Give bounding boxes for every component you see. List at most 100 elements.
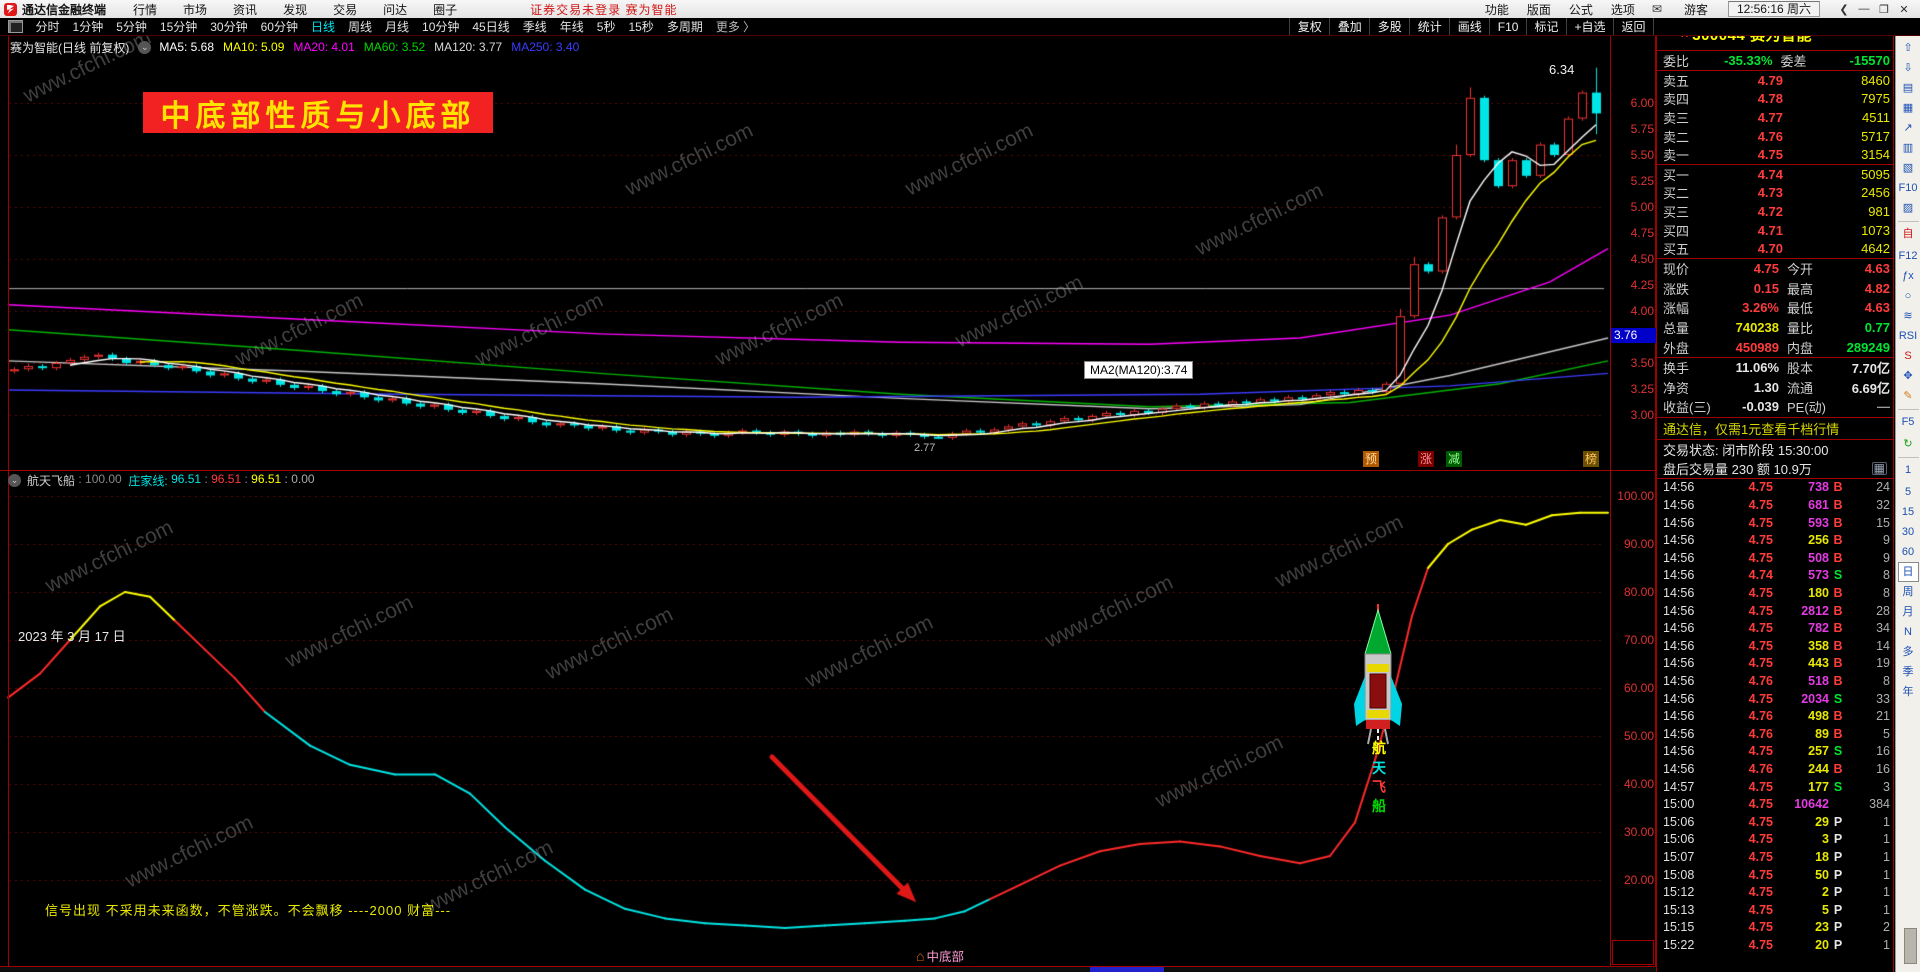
menu-item[interactable]: 公式 xyxy=(1568,2,1593,17)
day-icon[interactable]: 日 xyxy=(1897,562,1919,582)
layout-icon[interactable] xyxy=(8,20,23,33)
period-tab[interactable]: 15分钟 xyxy=(159,20,198,34)
n-period-icon[interactable]: N xyxy=(1904,626,1912,638)
sub-chart-canvas[interactable] xyxy=(0,470,1612,966)
min5-icon[interactable]: 5 xyxy=(1904,486,1912,498)
toolbar-button[interactable]: 画线 xyxy=(1449,18,1489,35)
chart-badge[interactable]: 减 xyxy=(1446,451,1462,467)
period-tab[interactable]: 季线 xyxy=(522,20,547,34)
menu-item[interactable]: 版面 xyxy=(1526,2,1551,17)
period-tab[interactable]: 多周期 xyxy=(666,20,703,34)
menu-item[interactable]: 圈子 xyxy=(433,2,458,17)
mini-chart-icon[interactable]: ▦ xyxy=(1871,460,1887,475)
min15-icon[interactable]: 15 xyxy=(1901,506,1915,518)
weibi-label: 委比 xyxy=(1663,54,1690,69)
ask-book: 卖五 4.79 8460 卖四 4.78 7975 卖三 4.77 4511 卖二 4.76 5717… xyxy=(1657,71,1893,164)
menu-item[interactable]: 问达 xyxy=(383,2,408,17)
bid-row: 买三 4.72 981 xyxy=(1663,203,1890,220)
indicator-value: : xyxy=(241,472,252,486)
weibi-value: -35.33% xyxy=(1724,53,1773,68)
menu-item[interactable]: 交易 xyxy=(333,2,358,17)
collapse-icon[interactable]: ⌄ xyxy=(8,474,21,487)
menu-item[interactable]: 发现 xyxy=(283,2,308,17)
grid-icon[interactable]: ▦ xyxy=(1902,102,1914,114)
f5-icon[interactable]: F5 xyxy=(1897,409,1919,434)
toolbar-button[interactable]: 返回 xyxy=(1612,18,1654,35)
trend-icon[interactable]: ↗ xyxy=(1903,122,1913,134)
menu-item[interactable]: 市场 xyxy=(183,2,208,17)
period-tab[interactable]: 更多 〉 xyxy=(715,20,756,34)
down-icon[interactable]: ⇩ xyxy=(1903,62,1913,74)
menu-item[interactable]: 资讯 xyxy=(233,2,258,17)
ma-label: MA5: 5.68 xyxy=(159,40,215,54)
axis-tick: 4.50 xyxy=(1630,252,1654,266)
toolbar-button[interactable]: 统计 xyxy=(1409,18,1449,35)
zixuan-icon[interactable]: 自 xyxy=(1897,221,1919,246)
period-tab[interactable]: 5秒 xyxy=(596,20,616,34)
period-tab[interactable]: 60分钟 xyxy=(260,20,298,34)
toolbar-button[interactable]: F10 xyxy=(1489,18,1526,35)
toolbar-button[interactable]: 复权 xyxy=(1289,18,1329,35)
formula-icon[interactable]: ƒx xyxy=(1902,270,1914,282)
mail-icon[interactable]: ✉ xyxy=(1651,2,1662,16)
toolbar-button[interactable]: 多股 xyxy=(1369,18,1409,35)
min60-icon[interactable]: 60 xyxy=(1901,546,1915,558)
period-tab[interactable]: 5分钟 xyxy=(116,20,147,34)
period-tab[interactable]: 15秒 xyxy=(628,20,654,34)
min1-icon[interactable]: 1 xyxy=(1897,457,1919,482)
trade-row: 15:12 4.75 2 P 1 xyxy=(1663,885,1890,900)
report-icon[interactable]: ▧ xyxy=(1902,162,1914,174)
quarter-icon[interactable]: 季 xyxy=(1902,666,1914,678)
s-tool-icon[interactable]: S xyxy=(1904,350,1912,362)
scrollbar-thumb[interactable] xyxy=(1904,928,1917,964)
year-icon[interactable]: 年 xyxy=(1902,686,1914,698)
min30-icon[interactable]: 30 xyxy=(1901,526,1915,538)
trade-row: 14:56 4.76 89 B 5 xyxy=(1663,726,1890,741)
stat-row: 现价 4.75 今开 4.63 xyxy=(1663,261,1890,278)
trade-row: 15:08 4.75 50 P 1 xyxy=(1663,867,1890,882)
tree-icon[interactable]: ▨ xyxy=(1902,202,1914,214)
menu-item[interactable]: 行情 xyxy=(133,2,158,17)
period-tab[interactable]: 日线 xyxy=(310,20,335,34)
chart-badge[interactable]: 榜 xyxy=(1583,451,1599,467)
week-icon[interactable]: 周 xyxy=(1902,586,1914,598)
period-tab[interactable]: 45日线 xyxy=(472,20,510,34)
chart-badge[interactable]: 预 xyxy=(1363,451,1379,467)
refresh-icon[interactable]: ↻ xyxy=(1903,438,1913,450)
toolbar-button[interactable]: 叠加 xyxy=(1329,18,1369,35)
collapse-icon[interactable]: ⌄ xyxy=(138,40,152,54)
f10-icon[interactable]: F10 xyxy=(1898,182,1918,194)
toolbar-button[interactable]: +自选 xyxy=(1565,18,1613,35)
user-label[interactable]: 游客 xyxy=(1683,2,1708,17)
ad-banner[interactable]: 通达信，仅需1元查看千档行情 xyxy=(1663,421,1840,437)
collapse-button[interactable]: ❮ xyxy=(1839,3,1849,16)
menu-item[interactable]: 功能 xyxy=(1484,2,1509,17)
minimize-button[interactable]: — xyxy=(1858,2,1870,15)
f12-icon[interactable]: F12 xyxy=(1898,250,1918,262)
chart-badge[interactable]: 涨 xyxy=(1418,451,1434,467)
period-tab[interactable]: 分时 xyxy=(35,20,60,34)
move-icon[interactable]: ✥ xyxy=(1903,370,1913,382)
pencil-icon[interactable]: ✎ xyxy=(1903,390,1913,402)
up-icon[interactable]: ⇧ xyxy=(1903,42,1913,54)
period-tab[interactable]: 10分钟 xyxy=(422,20,460,34)
toolbar-button[interactable]: 标记 xyxy=(1525,18,1566,35)
circle-icon[interactable]: ○ xyxy=(1904,290,1912,302)
wave-icon[interactable]: ≋ xyxy=(1903,310,1913,322)
maximize-button[interactable]: ❐ xyxy=(1879,3,1889,16)
ask-row: 卖四 4.78 7975 xyxy=(1663,91,1890,108)
period-tab[interactable]: 月线 xyxy=(385,20,410,34)
axis-tick: 4.00 xyxy=(1630,304,1654,318)
menu-item[interactable]: 选项 xyxy=(1610,2,1635,17)
multi-icon[interactable]: 多 xyxy=(1902,646,1914,658)
rsi-icon[interactable]: RSI xyxy=(1898,330,1918,342)
ma-tooltip: MA2(MA120):3.74 xyxy=(1084,361,1194,379)
period-tab[interactable]: 年线 xyxy=(559,20,584,34)
period-tab[interactable]: 周线 xyxy=(347,20,372,34)
month-icon[interactable]: 月 xyxy=(1902,606,1914,618)
list-icon[interactable]: ▤ xyxy=(1902,82,1914,94)
close-button[interactable]: ✕ xyxy=(1899,3,1909,16)
period-tab[interactable]: 30分钟 xyxy=(210,20,248,34)
period-tab[interactable]: 1分钟 xyxy=(72,20,104,34)
candle-icon[interactable]: ▥ xyxy=(1902,142,1914,154)
